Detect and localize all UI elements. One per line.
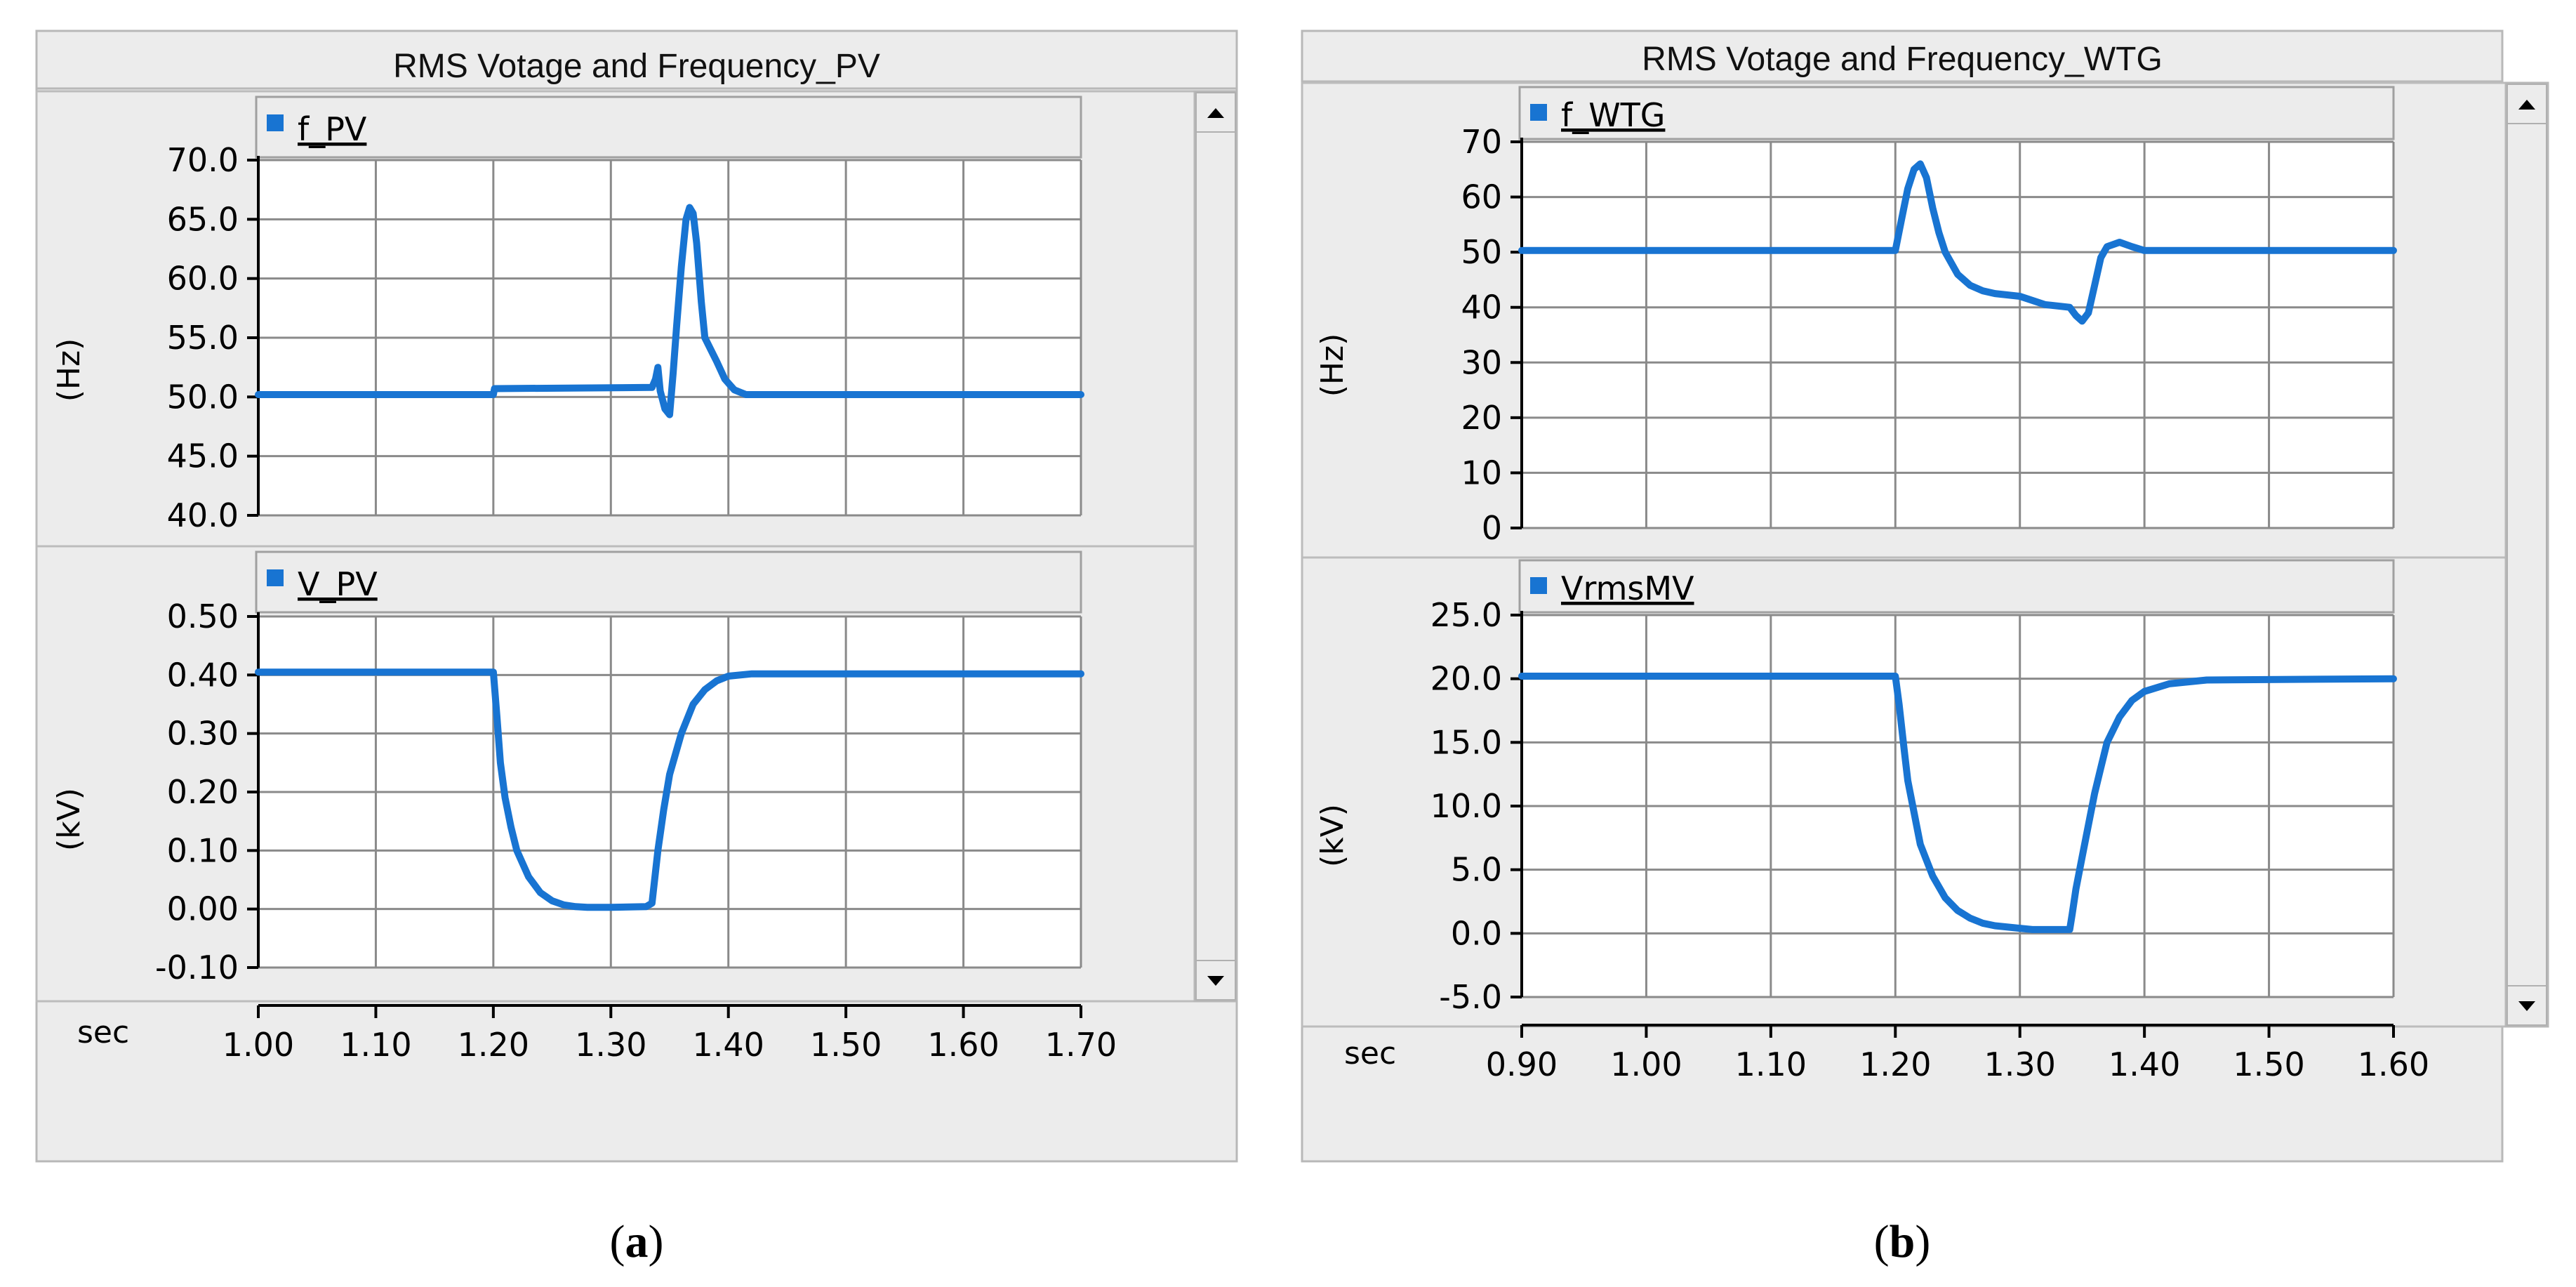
y-tick-label-f-wtg: 40 bbox=[1461, 289, 1502, 326]
x-tick-label-a: 1.60 bbox=[927, 1026, 999, 1064]
y-tick-label-vrmsmv: 0.0 bbox=[1451, 914, 1502, 952]
ylabel-f-wtg: (Hz) bbox=[1315, 334, 1350, 397]
x-tick-label-b: 1.10 bbox=[1735, 1045, 1807, 1083]
legend-swatch-vrmsmv bbox=[1530, 577, 1547, 594]
legend-swatch-f-pv bbox=[267, 114, 284, 131]
panel-a-x-unit: sec bbox=[77, 1015, 129, 1050]
ylabel-f-pv: (Hz) bbox=[51, 338, 87, 402]
caption-b: (b) bbox=[1874, 1216, 1931, 1267]
x-tick-label-b: 1.30 bbox=[1984, 1045, 2056, 1083]
x-tick-label-a: 1.50 bbox=[810, 1026, 882, 1064]
legend-label-v-pv: V_PV bbox=[298, 565, 378, 603]
series-line-f-wtg bbox=[1518, 160, 2397, 325]
y-tick-label-f-pv: 55.0 bbox=[167, 319, 239, 357]
y-tick-label-v-pv: 0.40 bbox=[167, 656, 239, 694]
scroll-up-arrow-icon bbox=[2518, 100, 2535, 110]
y-tick-label-vrmsmv: 15.0 bbox=[1430, 723, 1502, 761]
scroll-down-arrow-icon bbox=[1207, 976, 1224, 986]
chart-v-pv: V_PV (kV) 0.50 0.40 0.30 0.20 0.10 0.00 -0.10 bbox=[51, 550, 1084, 986]
caption-b-open: ( bbox=[1874, 1216, 1890, 1267]
panel-b-title: RMS Votage and Frequency_WTG bbox=[1642, 41, 2163, 78]
ylabel-vrmsmv: (kV) bbox=[1315, 804, 1350, 867]
legend-f-wtg bbox=[1518, 86, 2395, 140]
ylabel-v-pv: (kV) bbox=[51, 788, 87, 851]
scroll-down-arrow-icon bbox=[2518, 1001, 2535, 1011]
caption-a-open: ( bbox=[610, 1216, 625, 1267]
y-tick-label-f-pv: 50.0 bbox=[167, 378, 239, 416]
panel-b: RMS Votage and Frequency_WTG f_WTG (Hz) … bbox=[1301, 29, 2549, 1163]
y-tick-label-vrmsmv: 5.0 bbox=[1451, 851, 1502, 889]
panel-b-title-bar bbox=[1301, 29, 2504, 83]
panel-a-title: RMS Votage and Frequency_PV bbox=[393, 48, 880, 85]
y-tick-label-v-pv: 0.50 bbox=[167, 598, 239, 635]
chart-f-pv: f_PV (Hz) 70.0 65.0 60.0 55.0 50.0 45.0 40.0 bbox=[51, 95, 1084, 534]
y-tick-label-v-pv: 0.10 bbox=[167, 831, 239, 869]
plot-area-v-pv: 0.50 0.40 0.30 0.20 0.10 0.00 -0.10 bbox=[155, 598, 1084, 986]
x-tick-label-b: 1.00 bbox=[1610, 1045, 1682, 1083]
series-line-f-pv bbox=[255, 204, 1084, 418]
plot-background-f-wtg bbox=[1522, 142, 2394, 528]
y-tick-label-vrmsmv: 25.0 bbox=[1430, 596, 1502, 634]
x-tick-label-b: 1.20 bbox=[1859, 1045, 1931, 1083]
y-tick-label-f-pv: 60.0 bbox=[167, 260, 239, 298]
x-tick-label-a: 1.00 bbox=[223, 1026, 294, 1064]
plot-area-vrmsmv: 25.0 20.0 15.0 10.0 5.0 0.0 -5.0 bbox=[1430, 596, 2397, 1016]
legend-swatch-f-wtg bbox=[1530, 104, 1547, 121]
legend-v-pv bbox=[255, 550, 1082, 614]
y-tick-label-f-pv: 65.0 bbox=[167, 200, 239, 238]
caption-a-letter: a bbox=[625, 1216, 649, 1267]
scroll-up-arrow-icon bbox=[1207, 108, 1224, 118]
x-tick-label-a: 1.40 bbox=[693, 1026, 764, 1064]
legend-f-pv bbox=[255, 95, 1082, 159]
panel-a-x-axis: 1.00 1.10 1.20 1.30 1.40 1.50 1.60 1.70 bbox=[223, 1004, 1117, 1064]
chart-vrmsmv: VrmsMV (kV) 25.0 20.0 15.0 10.0 5.0 0.0 -5.0 bbox=[1315, 559, 2397, 1016]
legend-label-f-wtg: f_WTG bbox=[1561, 96, 1665, 134]
y-tick-label-f-wtg: 10 bbox=[1461, 454, 1502, 491]
y-tick-label-f-pv: 40.0 bbox=[167, 496, 239, 534]
x-tick-label-a: 1.70 bbox=[1045, 1026, 1117, 1064]
legend-label-vrmsmv: VrmsMV bbox=[1561, 569, 1694, 607]
y-tick-label-f-pv: 70.0 bbox=[167, 141, 239, 179]
plot-area-f-wtg: 70 60 50 40 30 20 10 0 bbox=[1461, 123, 2397, 547]
x-tick-label-a: 1.30 bbox=[575, 1026, 646, 1064]
series-line-v-pv bbox=[255, 668, 1084, 911]
panel-a-scroll-thumb[interactable] bbox=[1195, 131, 1236, 961]
panel-a: RMS Votage and Frequency_PV f_PV (Hz) 70… bbox=[35, 29, 1238, 1163]
x-tick-label-a: 1.20 bbox=[458, 1026, 529, 1064]
x-tick-label-b: 1.40 bbox=[2109, 1045, 2180, 1083]
y-tick-label-f-wtg: 30 bbox=[1461, 343, 1502, 381]
plot-area-f-pv: 70.0 65.0 60.0 55.0 50.0 45.0 40.0 bbox=[167, 141, 1084, 534]
y-tick-label-v-pv: 0.20 bbox=[167, 773, 239, 811]
x-tick-label-a: 1.10 bbox=[340, 1026, 411, 1064]
y-tick-label-v-pv: 0.00 bbox=[167, 890, 239, 928]
x-tick-label-b: 1.60 bbox=[2358, 1045, 2429, 1083]
legend-swatch-v-pv bbox=[267, 569, 284, 586]
caption-a: (a) bbox=[610, 1216, 664, 1267]
y-tick-label-vrmsmv: -5.0 bbox=[1439, 978, 1502, 1016]
y-tick-label-f-wtg: 60 bbox=[1461, 178, 1502, 216]
y-tick-label-vrmsmv: 10.0 bbox=[1430, 787, 1502, 825]
y-tick-label-f-wtg: 0 bbox=[1482, 509, 1502, 547]
legend-label-f-pv: f_PV bbox=[298, 110, 367, 148]
caption-b-letter: b bbox=[1890, 1216, 1916, 1267]
caption-b-close: ) bbox=[1915, 1216, 1930, 1267]
series-line-vrmsmv bbox=[1518, 673, 2397, 933]
y-tick-label-f-wtg: 70 bbox=[1461, 123, 1502, 161]
panel-b-x-axis: 0.90 1.00 1.10 1.20 1.30 1.40 1.50 1.60 bbox=[1486, 1024, 2429, 1083]
y-tick-label-f-wtg: 20 bbox=[1461, 399, 1502, 437]
x-tick-label-b: 1.50 bbox=[2233, 1045, 2304, 1083]
y-tick-label-f-pv: 45.0 bbox=[167, 437, 239, 475]
panel-b-scroll-thumb[interactable] bbox=[2507, 123, 2547, 986]
panel-b-x-unit: sec bbox=[1344, 1036, 1396, 1071]
chart-f-wtg: f_WTG (Hz) 70 60 50 40 30 20 10 0 bbox=[1315, 86, 2397, 547]
legend-vrmsmv bbox=[1518, 559, 2395, 614]
x-tick-label-b: 0.90 bbox=[1486, 1045, 1558, 1083]
panel-a-title-bar bbox=[35, 29, 1238, 90]
y-tick-label-vrmsmv: 20.0 bbox=[1430, 660, 1502, 698]
y-tick-label-f-wtg: 50 bbox=[1461, 233, 1502, 271]
caption-a-close: ) bbox=[649, 1216, 664, 1267]
y-tick-label-v-pv: -0.10 bbox=[155, 949, 239, 986]
y-tick-label-v-pv: 0.30 bbox=[167, 715, 239, 753]
